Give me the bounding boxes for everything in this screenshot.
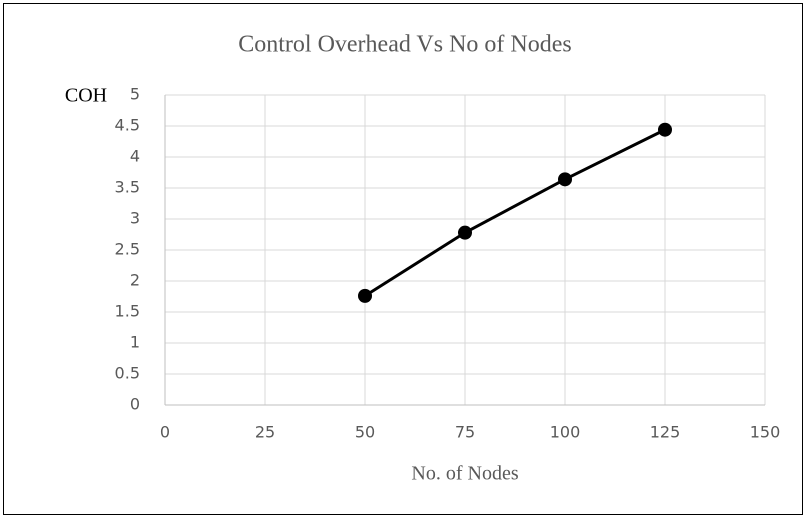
x-tick-label: 0 [160, 423, 170, 442]
series-line [364, 128, 666, 298]
y-tick-label: 4.5 [115, 116, 140, 135]
x-axis-label: No. of Nodes [411, 463, 518, 485]
chart-border [3, 3, 803, 515]
x-tick-label: 25 [255, 423, 275, 442]
data-point [558, 172, 572, 187]
y-tick-label: 4 [130, 147, 140, 166]
chart-title: Control Overhead Vs No of Nodes [238, 32, 572, 58]
y-tick-label: 0.5 [115, 364, 140, 383]
y-tick-label: 3.5 [115, 178, 140, 197]
x-tick-label: 50 [355, 423, 375, 442]
data-point [658, 122, 672, 137]
y-tick-label: 1.5 [115, 302, 140, 321]
x-tick-label: 125 [650, 423, 681, 442]
data-point [358, 288, 372, 303]
y-tick-label: 2 [130, 271, 140, 290]
y-tick-label: 3 [130, 209, 140, 228]
x-tick-label: 100 [550, 423, 581, 442]
y-tick-label: 0 [130, 395, 140, 414]
x-tick-label: 75 [455, 423, 475, 442]
x-tick-label: 150 [750, 423, 781, 442]
y-axis-label: COH [65, 85, 107, 107]
data-point [458, 225, 472, 240]
y-tick-label: 2.5 [115, 240, 140, 259]
y-tick-label: 5 [130, 85, 140, 104]
y-tick-label: 1 [130, 333, 140, 352]
